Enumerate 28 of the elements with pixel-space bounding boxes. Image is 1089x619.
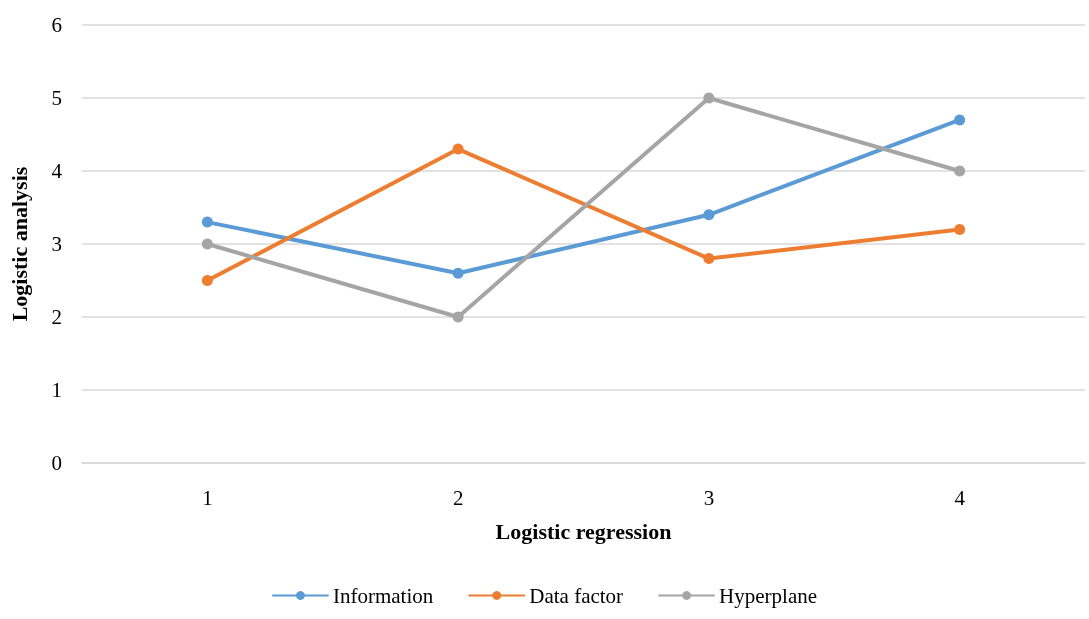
x-axis-title: Logistic regression [495, 518, 672, 544]
point [703, 209, 715, 221]
point [954, 223, 966, 235]
point [452, 311, 464, 323]
point [954, 114, 966, 126]
y-tick-label: 2 [51, 305, 62, 329]
point [452, 143, 464, 155]
y-tick-label: 4 [51, 159, 63, 183]
x-tick-label: 3 [703, 485, 715, 510]
point [201, 275, 213, 286]
x-tick-label: 2 [452, 485, 464, 510]
point [703, 253, 715, 265]
y-tick-label: 6 [51, 13, 62, 37]
point [201, 238, 213, 250]
legend-label: Information [332, 583, 434, 608]
legend-label: Data factor [529, 583, 624, 608]
point [201, 216, 213, 228]
legend-label: Hyperplane [719, 583, 818, 608]
point [954, 165, 966, 177]
point [703, 92, 715, 104]
x-tick-label: 1 [202, 485, 213, 510]
y-tick-label: 0 [51, 451, 62, 475]
y-tick-label: 3 [51, 232, 62, 256]
y-tick-label: 5 [51, 86, 62, 110]
x-tick-label: 4 [954, 485, 966, 510]
y-tick-label: 1 [51, 378, 62, 402]
y-axis-title: Logistic analysis [6, 166, 32, 322]
point [452, 267, 464, 279]
